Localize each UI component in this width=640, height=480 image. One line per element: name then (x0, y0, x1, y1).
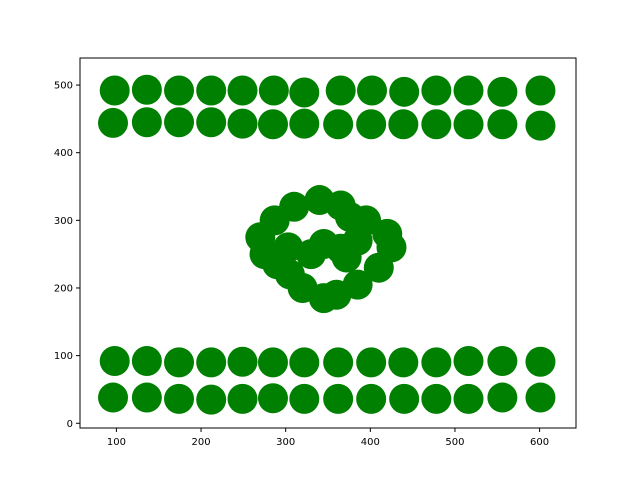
scatter-point (421, 109, 452, 140)
scatter-point (99, 346, 130, 377)
scatter-point (453, 109, 484, 140)
scatter-point (357, 75, 388, 106)
scatter-point (227, 75, 258, 106)
x-tick-label: 500 (445, 437, 464, 448)
scatter-point (289, 108, 320, 139)
scatter-point (257, 383, 288, 414)
x-tick-label: 600 (530, 437, 549, 448)
scatter-point (196, 347, 227, 378)
x-tick-label: 300 (276, 437, 295, 448)
scatter-point (453, 346, 484, 377)
scatter-point (164, 75, 195, 106)
scatter-point (289, 383, 320, 414)
x-tick-label: 100 (107, 437, 126, 448)
scatter-point (196, 75, 227, 106)
scatter-point (131, 107, 162, 138)
scatter-point (227, 383, 258, 414)
scatter-point (525, 110, 556, 141)
scatter-point (525, 346, 556, 377)
scatter-point (356, 383, 387, 414)
scatter-point (98, 107, 129, 138)
y-tick-label: 500 (54, 81, 73, 92)
scatter-point (342, 269, 373, 300)
scatter-point (99, 75, 130, 106)
scatter-point (389, 383, 420, 414)
scatter-point (289, 77, 320, 108)
scatter-point (289, 347, 320, 378)
scatter-point (258, 75, 289, 106)
scatter-point (487, 109, 518, 140)
y-axis: 0 100 200 300 400 500 (54, 81, 80, 430)
scatter-point (388, 109, 419, 140)
scatter-point (331, 242, 362, 273)
scatter-point (525, 75, 556, 106)
y-tick-label: 300 (54, 216, 73, 227)
scatter-point (257, 109, 288, 140)
scatter-point (389, 76, 420, 107)
scatter-point (453, 75, 484, 106)
scatter-point (487, 346, 518, 377)
scatter-point (131, 382, 162, 413)
scatter-point (388, 347, 419, 378)
scatter-point (273, 232, 304, 263)
x-axis: 100 200 300 400 500 600 (107, 428, 549, 448)
scatter-point (323, 383, 354, 414)
scatter-point (98, 382, 129, 413)
scatter-point (487, 382, 518, 413)
scatter-point (325, 75, 356, 106)
y-tick-label: 100 (54, 351, 73, 362)
scatter-point (227, 346, 258, 377)
scatter-point (131, 346, 162, 377)
scatter-point (227, 108, 258, 139)
x-tick-label: 400 (361, 437, 380, 448)
scatter-point (421, 383, 452, 414)
plot-frame (79, 57, 577, 429)
scatter-point (196, 107, 227, 138)
scatter-point (257, 347, 288, 378)
scatter-point (279, 191, 310, 222)
y-tick-label: 0 (67, 419, 73, 430)
scatter-point (421, 347, 452, 378)
scatter-point (131, 74, 162, 105)
scatter-point (296, 239, 327, 270)
y-tick-label: 400 (54, 148, 73, 159)
scatter-point (453, 383, 484, 414)
scatter-point (487, 76, 518, 107)
scatter-point (525, 382, 556, 413)
scatter-point (164, 347, 195, 378)
scatter-point (196, 384, 227, 415)
x-tick-label: 200 (191, 437, 210, 448)
scatter-point (356, 347, 387, 378)
scatter-point (164, 107, 195, 138)
scatter-points (98, 74, 556, 415)
y-tick-label: 200 (54, 283, 73, 294)
scatter-point (356, 109, 387, 140)
scatter-point (421, 75, 452, 106)
scatter-point (323, 109, 354, 140)
scatter-point (323, 347, 354, 378)
scatter-point (164, 383, 195, 414)
